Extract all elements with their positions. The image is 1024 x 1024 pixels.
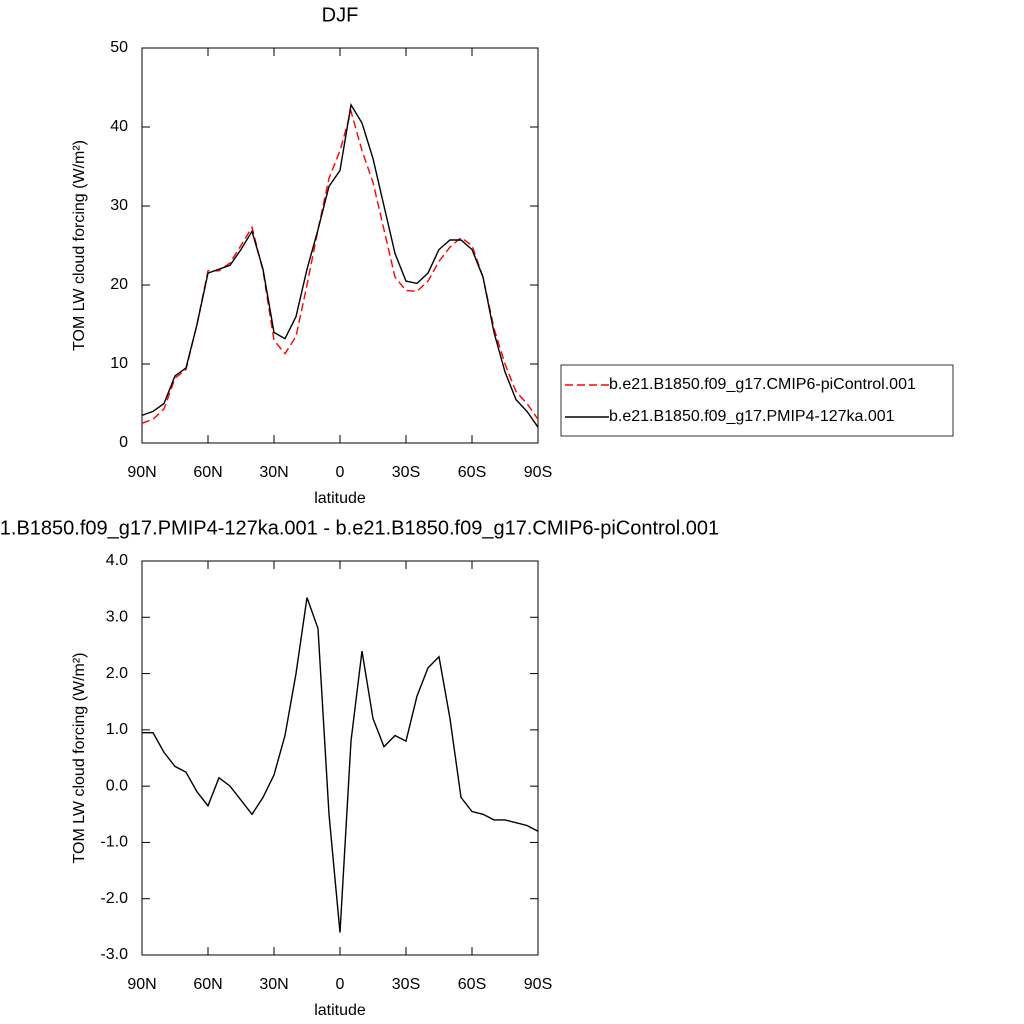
data-line — [142, 597, 539, 933]
x-tick-label: 60S — [458, 464, 486, 481]
y-axis-label: TOM LW cloud forcing (W/m²) — [71, 140, 88, 351]
y-tick-label: 3.0 — [106, 609, 128, 626]
legend-label: b.e21.B1850.f09_g17.PMIP4-127ka.001 — [609, 408, 895, 425]
x-axis-label: latitude — [314, 1002, 366, 1019]
data-line — [141, 108, 539, 424]
y-axis-label: TOM LW cloud forcing (W/m²) — [71, 653, 88, 864]
y-tick-label: 0.0 — [106, 777, 128, 794]
chart-title: b.e21.B1850.f09_g17.PMIP4-127ka.001 - b.… — [0, 517, 719, 539]
y-tick-label: 30 — [110, 197, 128, 214]
x-tick-label: 90N — [127, 976, 156, 993]
y-tick-label: 4.0 — [106, 552, 128, 569]
y-tick-label: 50 — [110, 39, 128, 56]
x-tick-label: 30N — [259, 976, 288, 993]
plot-frame — [141, 47, 539, 444]
y-tick-label: -3.0 — [100, 946, 128, 963]
x-tick-label: 30S — [392, 976, 420, 993]
x-tick-label: 90S — [524, 464, 552, 481]
y-tick-label: -1.0 — [100, 834, 128, 851]
y-tick-label: -2.0 — [100, 890, 128, 907]
x-tick-label: 60N — [193, 464, 222, 481]
y-tick-label: 40 — [110, 118, 128, 135]
y-tick-label: 10 — [110, 355, 128, 372]
x-tick-label: 60S — [458, 976, 486, 993]
legend-box — [560, 364, 954, 437]
x-tick-label: 0 — [336, 976, 345, 993]
y-tick-label: 0 — [119, 434, 128, 451]
x-axis-label: latitude — [314, 490, 366, 507]
data-line — [141, 102, 539, 428]
x-tick-label: 90S — [524, 976, 552, 993]
y-tick-label: 2.0 — [106, 665, 128, 682]
y-tick-label: 1.0 — [106, 721, 128, 738]
x-tick-label: 30S — [392, 464, 420, 481]
y-tick-label: 20 — [110, 276, 128, 293]
x-tick-label: 30N — [259, 464, 288, 481]
x-tick-label: 60N — [193, 976, 222, 993]
x-tick-label: 90N — [127, 464, 156, 481]
plot-frame — [141, 560, 539, 956]
x-tick-label: 0 — [336, 464, 345, 481]
legend-label: b.e21.B1850.f09_g17.CMIP6-piControl.001 — [609, 376, 916, 393]
chart-title: DJF — [322, 4, 359, 26]
